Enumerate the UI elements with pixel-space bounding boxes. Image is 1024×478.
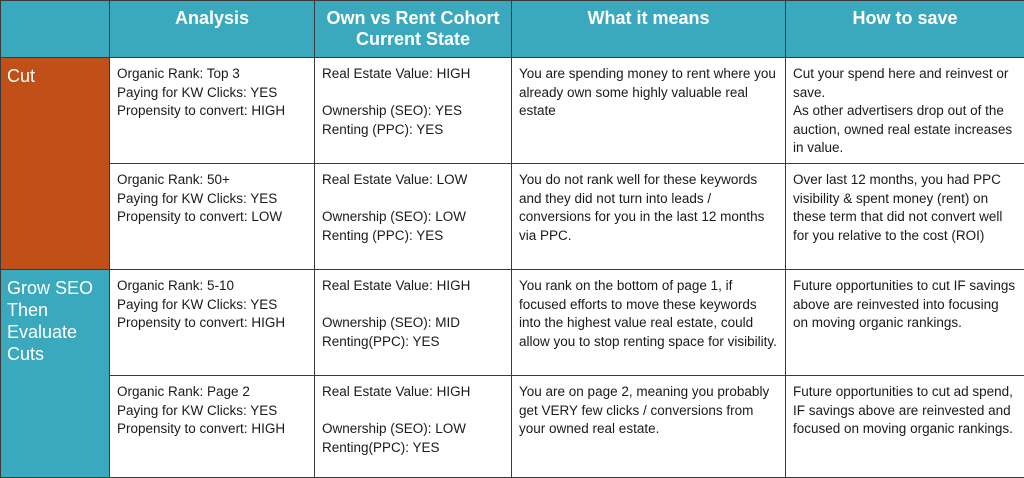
cell-analysis: Organic Rank: Top 3 Paying for KW Clicks… bbox=[110, 58, 315, 164]
cell-analysis: Organic Rank: 50+ Paying for KW Clicks: … bbox=[110, 164, 315, 270]
cell-what-it-means: You are on page 2, meaning you probably … bbox=[512, 376, 786, 478]
cell-analysis: Organic Rank: Page 2 Paying for KW Click… bbox=[110, 376, 315, 478]
header-analysis: Analysis bbox=[110, 1, 315, 58]
table-row: Grow SEO Then Evaluate Cuts Organic Rank… bbox=[1, 270, 1024, 376]
cell-how-to-save: Future opportunities to cut IF savings a… bbox=[786, 270, 1024, 376]
cell-how-to-save: Over last 12 months, you had PPC visibil… bbox=[786, 164, 1024, 270]
section-label-cut: Cut bbox=[1, 58, 110, 270]
cell-cohort: Real Estate Value: HIGH Ownership (SEO):… bbox=[315, 58, 512, 164]
table-row: Organic Rank: 50+ Paying for KW Clicks: … bbox=[1, 164, 1024, 270]
cell-cohort: Real Estate Value: LOW Ownership (SEO): … bbox=[315, 164, 512, 270]
header-corner bbox=[1, 1, 110, 58]
cell-how-to-save: Cut your spend here and reinvest or save… bbox=[786, 58, 1024, 164]
table-row: Cut Organic Rank: Top 3 Paying for KW Cl… bbox=[1, 58, 1024, 164]
table-row: Organic Rank: Page 2 Paying for KW Click… bbox=[1, 376, 1024, 478]
cell-cohort: Real Estate Value: HIGH Ownership (SEO):… bbox=[315, 376, 512, 478]
section-label-grow-seo: Grow SEO Then Evaluate Cuts bbox=[1, 270, 110, 478]
cell-what-it-means: You do not rank well for these keywords … bbox=[512, 164, 786, 270]
header-row: Analysis Own vs Rent Cohort Current Stat… bbox=[1, 1, 1024, 58]
cell-what-it-means: You are spending money to rent where you… bbox=[512, 58, 786, 164]
header-cohort: Own vs Rent Cohort Current State bbox=[315, 1, 512, 58]
cell-what-it-means: You rank on the bottom of page 1, if foc… bbox=[512, 270, 786, 376]
cell-how-to-save: Future opportunities to cut ad spend, IF… bbox=[786, 376, 1024, 478]
cell-analysis: Organic Rank: 5-10 Paying for KW Clicks:… bbox=[110, 270, 315, 376]
cell-cohort: Real Estate Value: HIGH Ownership (SEO):… bbox=[315, 270, 512, 376]
header-how-to-save: How to save bbox=[786, 1, 1024, 58]
header-what-it-means: What it means bbox=[512, 1, 786, 58]
